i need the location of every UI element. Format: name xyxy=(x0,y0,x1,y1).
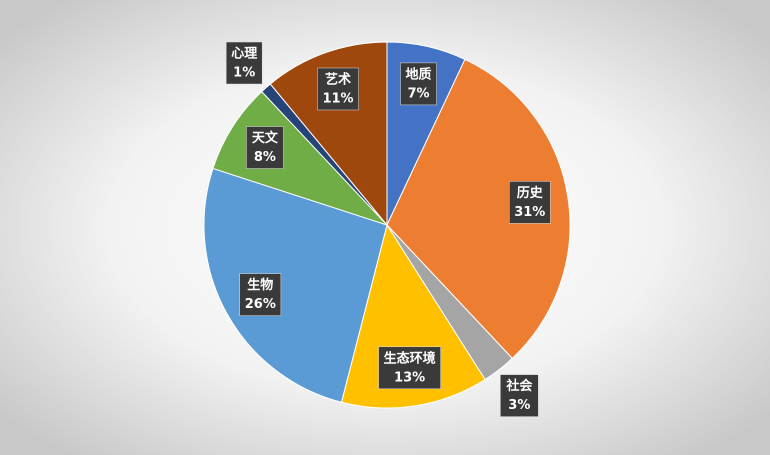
label-name: 艺术 xyxy=(325,71,351,87)
data-label: 天文 8% xyxy=(246,126,284,169)
label-name: 历史 xyxy=(517,185,544,201)
data-label: 生态环境 13% xyxy=(378,346,441,390)
label-name: 心理 xyxy=(231,47,257,62)
label-value: 8% xyxy=(254,150,276,165)
label-name: 天文 xyxy=(252,130,279,146)
label-box xyxy=(400,62,437,106)
label-value: 1% xyxy=(233,66,255,81)
label-box xyxy=(500,374,539,417)
label-box xyxy=(508,181,551,224)
label-name: 地质 xyxy=(406,66,432,82)
data-label: 艺术 11% xyxy=(317,67,359,111)
pie xyxy=(203,41,571,409)
pie-slice xyxy=(386,58,571,360)
label-box xyxy=(225,41,263,85)
data-label: 历史 31% xyxy=(508,181,551,224)
label-value: 13% xyxy=(394,370,425,385)
label-value: 3% xyxy=(508,398,530,413)
data-label: 地质 7% xyxy=(400,62,437,106)
data-label: 生物 26% xyxy=(239,273,282,316)
data-label: 社会 3% xyxy=(500,374,539,417)
pie-slice xyxy=(203,167,388,403)
label-box xyxy=(378,346,441,390)
label-name: 生态环境 xyxy=(384,350,436,366)
label-value: 11% xyxy=(322,91,353,106)
label-box xyxy=(239,273,282,316)
label-box xyxy=(317,67,359,111)
label-value: 26% xyxy=(245,297,276,312)
label-value: 31% xyxy=(514,205,545,220)
data-labels: 地质 7% 历史 31% 社会 3% 生态环境 13% 生物 26% 天文 8% 心理 1% 艺术 11% xyxy=(225,41,551,417)
pie-slice xyxy=(212,90,388,226)
label-name: 社会 xyxy=(505,378,533,394)
pie-slice xyxy=(340,223,486,409)
label-name: 生物 xyxy=(247,277,273,293)
label-box xyxy=(246,126,284,169)
label-value: 7% xyxy=(407,86,429,101)
data-label: 心理 1% xyxy=(225,41,263,85)
